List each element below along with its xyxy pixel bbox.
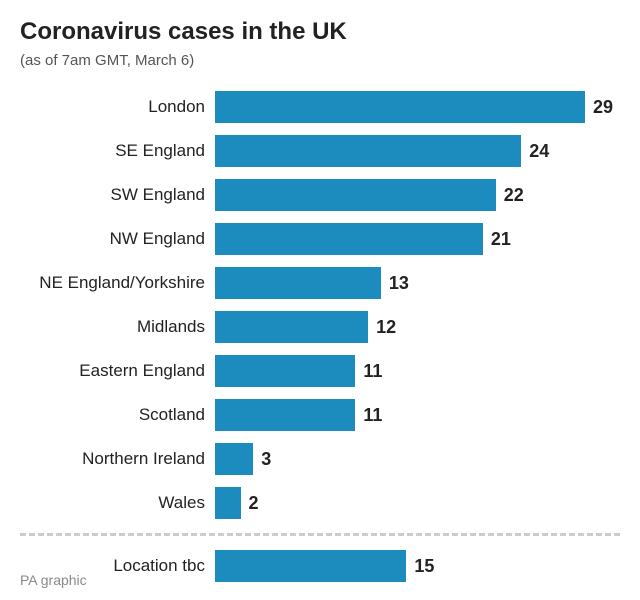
bar-row: NW England 21 <box>20 219 620 259</box>
bar-area: 22 <box>215 175 620 215</box>
bar-value: 22 <box>496 185 524 206</box>
bar-row: Midlands 12 <box>20 307 620 347</box>
bar <box>215 487 241 519</box>
bar-row: SW England 22 <box>20 175 620 215</box>
bar-value: 3 <box>253 449 271 470</box>
bar-value: 11 <box>355 361 382 382</box>
bar-chart: London 29 SE England 24 SW England 22 NW Engla… <box>20 87 620 586</box>
bar-chart-main: London 29 SE England 24 SW England 22 NW Engla… <box>20 87 620 523</box>
bar-label: Midlands <box>20 317 215 337</box>
bar-row: Eastern England 11 <box>20 351 620 391</box>
bar-label: London <box>20 97 215 117</box>
bar-row: London 29 <box>20 87 620 127</box>
bar-label: SE England <box>20 141 215 161</box>
bar <box>215 550 406 582</box>
bar-area: 13 <box>215 263 620 303</box>
chart-divider <box>20 533 620 536</box>
bar-value: 2 <box>241 493 259 514</box>
bar-value: 11 <box>355 405 382 426</box>
chart-title: Coronavirus cases in the UK <box>20 18 620 46</box>
bar-value: 29 <box>585 97 613 118</box>
bar-area: 15 <box>215 546 620 586</box>
bar-label: Eastern England <box>20 361 215 381</box>
bar <box>215 311 368 343</box>
bar-row: Wales 2 <box>20 483 620 523</box>
bar <box>215 267 381 299</box>
bar-label: Northern Ireland <box>20 449 215 469</box>
bar <box>215 223 483 255</box>
chart-credit: PA graphic <box>20 572 87 588</box>
bar-area: 3 <box>215 439 620 479</box>
bar <box>215 179 496 211</box>
bar-row: NE England/Yorkshire 13 <box>20 263 620 303</box>
bar-chart-extra: Location tbc15 <box>20 546 620 586</box>
bar-value: 12 <box>368 317 396 338</box>
bar-value: 15 <box>406 556 434 577</box>
bar-label: SW England <box>20 185 215 205</box>
bar-area: 29 <box>215 87 620 127</box>
bar-value: 21 <box>483 229 511 250</box>
bar-label: NW England <box>20 229 215 249</box>
bar-label: NE England/Yorkshire <box>20 273 215 293</box>
bar-row: SE England 24 <box>20 131 620 171</box>
bar-area: 21 <box>215 219 620 259</box>
bar <box>215 399 355 431</box>
bar <box>215 443 253 475</box>
bar <box>215 91 585 123</box>
bar-label: Scotland <box>20 405 215 425</box>
bar-area: 2 <box>215 483 620 523</box>
bar-row: Scotland 11 <box>20 395 620 435</box>
bar-row: Location tbc15 <box>20 546 620 586</box>
bar <box>215 355 355 387</box>
bar-area: 24 <box>215 131 620 171</box>
bar <box>215 135 521 167</box>
bar-area: 12 <box>215 307 620 347</box>
bar-label: Wales <box>20 493 215 513</box>
bar-area: 11 <box>215 395 620 435</box>
bar-row: Northern Ireland 3 <box>20 439 620 479</box>
bar-value: 24 <box>521 141 549 162</box>
bar-area: 11 <box>215 351 620 391</box>
chart-subtitle: (as of 7am GMT, March 6) <box>20 52 620 69</box>
bar-value: 13 <box>381 273 409 294</box>
